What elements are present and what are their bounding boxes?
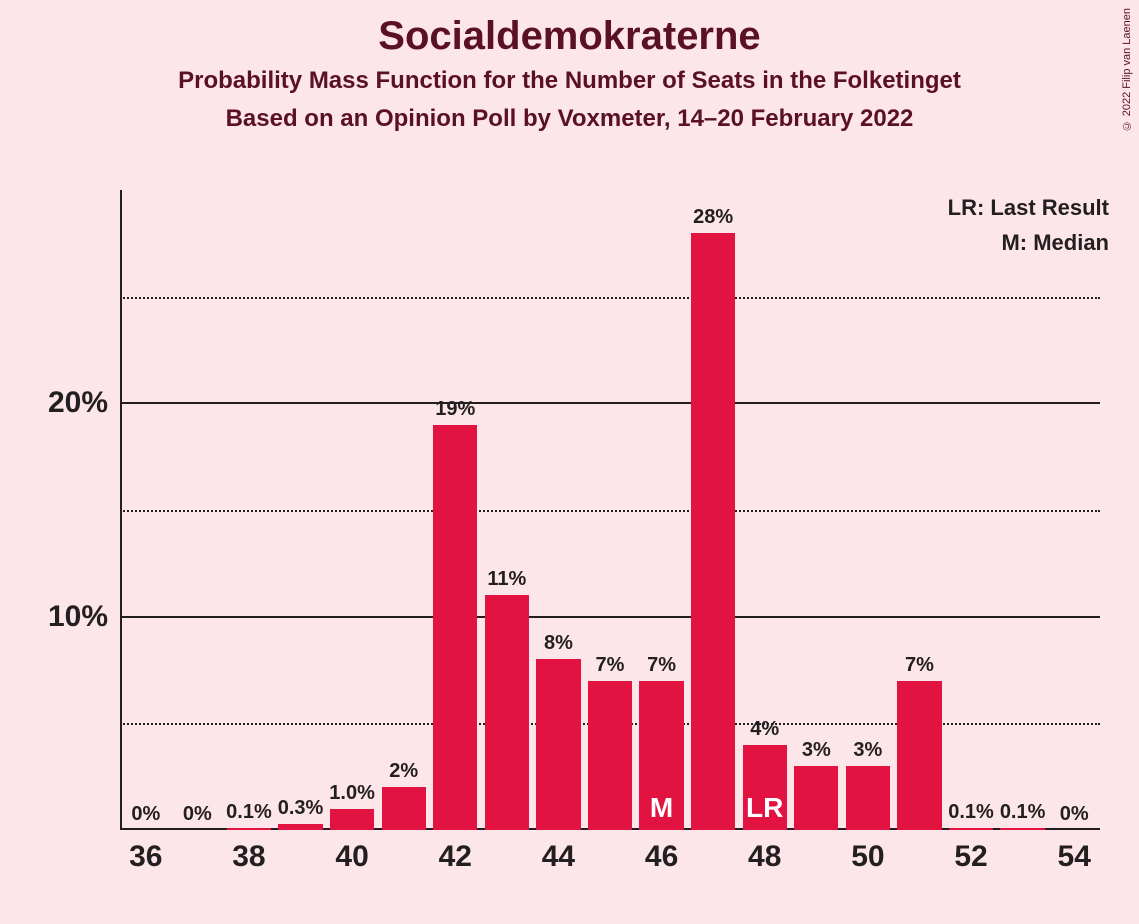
gridline-solid [120, 402, 1100, 404]
bar-value-label: 7% [905, 654, 934, 677]
bar-value-label: 0% [1060, 803, 1089, 826]
x-tick-label: 54 [1058, 840, 1091, 874]
x-tick-label: 50 [851, 840, 884, 874]
bar: 19% [433, 425, 477, 830]
bar-marker: LR [746, 792, 783, 824]
bar: 1.0% [330, 809, 374, 830]
bar-value-label: 3% [853, 739, 882, 762]
bar-value-label: 0% [131, 803, 160, 826]
bar: 2% [382, 787, 426, 830]
gridline-dotted [120, 297, 1100, 299]
bar: 8% [536, 659, 580, 830]
bar: 0.3% [278, 824, 322, 830]
bar: 7%M [639, 681, 683, 830]
bar-value-label: 7% [647, 654, 676, 677]
bar: 7% [897, 681, 941, 830]
chart-subtitle-2: Based on an Opinion Poll by Voxmeter, 14… [0, 105, 1139, 133]
x-tick-label: 52 [954, 840, 987, 874]
x-tick-label: 42 [439, 840, 472, 874]
x-tick-label: 36 [129, 840, 162, 874]
bar-value-label: 4% [750, 718, 779, 741]
bar-value-label: 0.1% [1000, 801, 1046, 824]
bar: 3% [794, 766, 838, 830]
bar: 3% [846, 766, 890, 830]
bar-value-label: 0.3% [278, 797, 324, 820]
bar: 7% [588, 681, 632, 830]
y-tick-label: 20% [48, 386, 108, 420]
bar-value-label: 7% [596, 654, 625, 677]
bar: 0.1% [1000, 828, 1044, 830]
bar: 0.1% [949, 828, 993, 830]
bar: 11% [485, 595, 529, 830]
bar: 0.1% [227, 828, 271, 830]
x-tick-label: 46 [645, 840, 678, 874]
gridline-dotted [120, 510, 1100, 512]
chart-title: Socialdemokraterne [0, 0, 1139, 59]
x-tick-label: 44 [542, 840, 575, 874]
bar-value-label: 3% [802, 739, 831, 762]
bar-value-label: 1.0% [329, 782, 375, 805]
bar-value-label: 0.1% [948, 801, 994, 824]
bar-value-label: 28% [693, 206, 733, 229]
x-tick-label: 48 [748, 840, 781, 874]
y-tick-label: 10% [48, 600, 108, 634]
copyright-text: © 2022 Filip van Laenen [1121, 8, 1133, 131]
x-tick-label: 40 [335, 840, 368, 874]
bar-marker: M [650, 792, 673, 824]
plot-area: 10%20%0%0%0.1%0.3%1.0%2%19%11%8%7%7%M28%… [120, 190, 1100, 830]
chart-subtitle-1: Probability Mass Function for the Number… [0, 67, 1139, 95]
x-tick-label: 38 [232, 840, 265, 874]
bar-value-label: 11% [487, 568, 526, 591]
gridline-solid [120, 616, 1100, 618]
bar-value-label: 0% [183, 803, 212, 826]
bar-value-label: 0.1% [226, 801, 272, 824]
bar-value-label: 2% [389, 760, 418, 783]
bar-value-label: 19% [435, 398, 475, 421]
bar-value-label: 8% [544, 632, 573, 655]
bar: 28% [691, 233, 735, 830]
bar: 4%LR [743, 745, 787, 830]
